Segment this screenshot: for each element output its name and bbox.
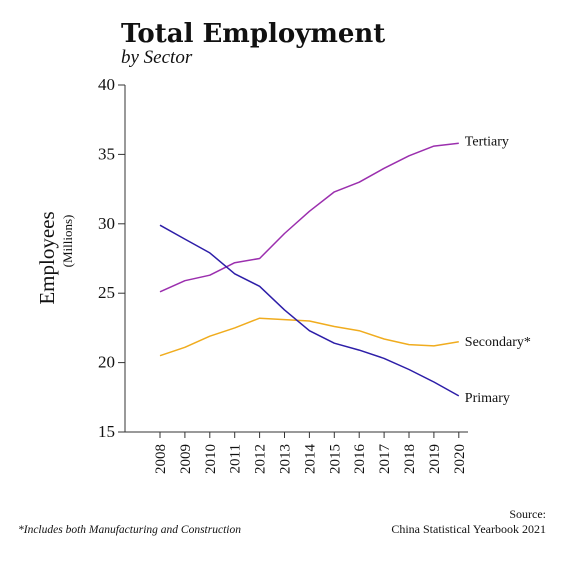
source-text: China Statistical Yearbook 2021 xyxy=(391,522,546,536)
y-tick-label: 25 xyxy=(98,283,115,302)
chart-subtitle: by Sector xyxy=(121,47,193,68)
series-line-primary xyxy=(159,224,460,397)
x-tick-label: 2016 xyxy=(352,444,368,475)
x-tick-label: 2014 xyxy=(302,444,318,475)
y-tick-label: 20 xyxy=(98,353,115,372)
x-tick-label: 2020 xyxy=(452,444,468,474)
x-tick-label: 2008 xyxy=(153,444,169,474)
chart-title: Total Employment xyxy=(121,19,385,49)
x-tick-label: 2017 xyxy=(377,444,393,475)
series-label-secondary: Secondary* xyxy=(465,335,531,350)
x-tick-label: 2013 xyxy=(278,444,294,474)
x-tick-label: 2019 xyxy=(427,444,443,474)
y-tick-label: 35 xyxy=(98,144,115,163)
y-tick-label: 15 xyxy=(98,422,115,441)
series-labels: Tertiary Secondary* Primary xyxy=(465,134,531,406)
series-lines xyxy=(159,142,460,397)
series-line-secondary xyxy=(159,317,459,357)
x-tick-label: 2010 xyxy=(203,444,219,474)
x-tick-label: 2015 xyxy=(327,444,343,474)
series-label-tertiary: Tertiary xyxy=(465,134,509,149)
y-tick-label: 40 xyxy=(98,75,115,94)
y-tick-label: 30 xyxy=(98,214,115,233)
y-axis-label: Employees xyxy=(35,211,59,304)
series-label-primary: Primary xyxy=(465,391,510,406)
y-ticks: 15 20 25 30 35 40 xyxy=(98,75,125,441)
source-label: Source: xyxy=(509,507,546,521)
y-axis-unit: (Millions) xyxy=(60,215,75,268)
x-tick-label: 2011 xyxy=(228,444,244,473)
series-line-tertiary xyxy=(159,142,459,293)
x-ticks: 2008 2009 2010 2011 2012 2013 2014 2015 2016 2017… xyxy=(153,432,468,474)
y-axis-label-group: Employees (Millions) xyxy=(35,211,75,304)
x-tick-label: 2018 xyxy=(402,444,418,474)
footnote: *Includes both Manufacturing and Constru… xyxy=(18,524,241,536)
x-tick-label: 2012 xyxy=(253,444,269,474)
x-tick-label: 2009 xyxy=(178,444,194,474)
